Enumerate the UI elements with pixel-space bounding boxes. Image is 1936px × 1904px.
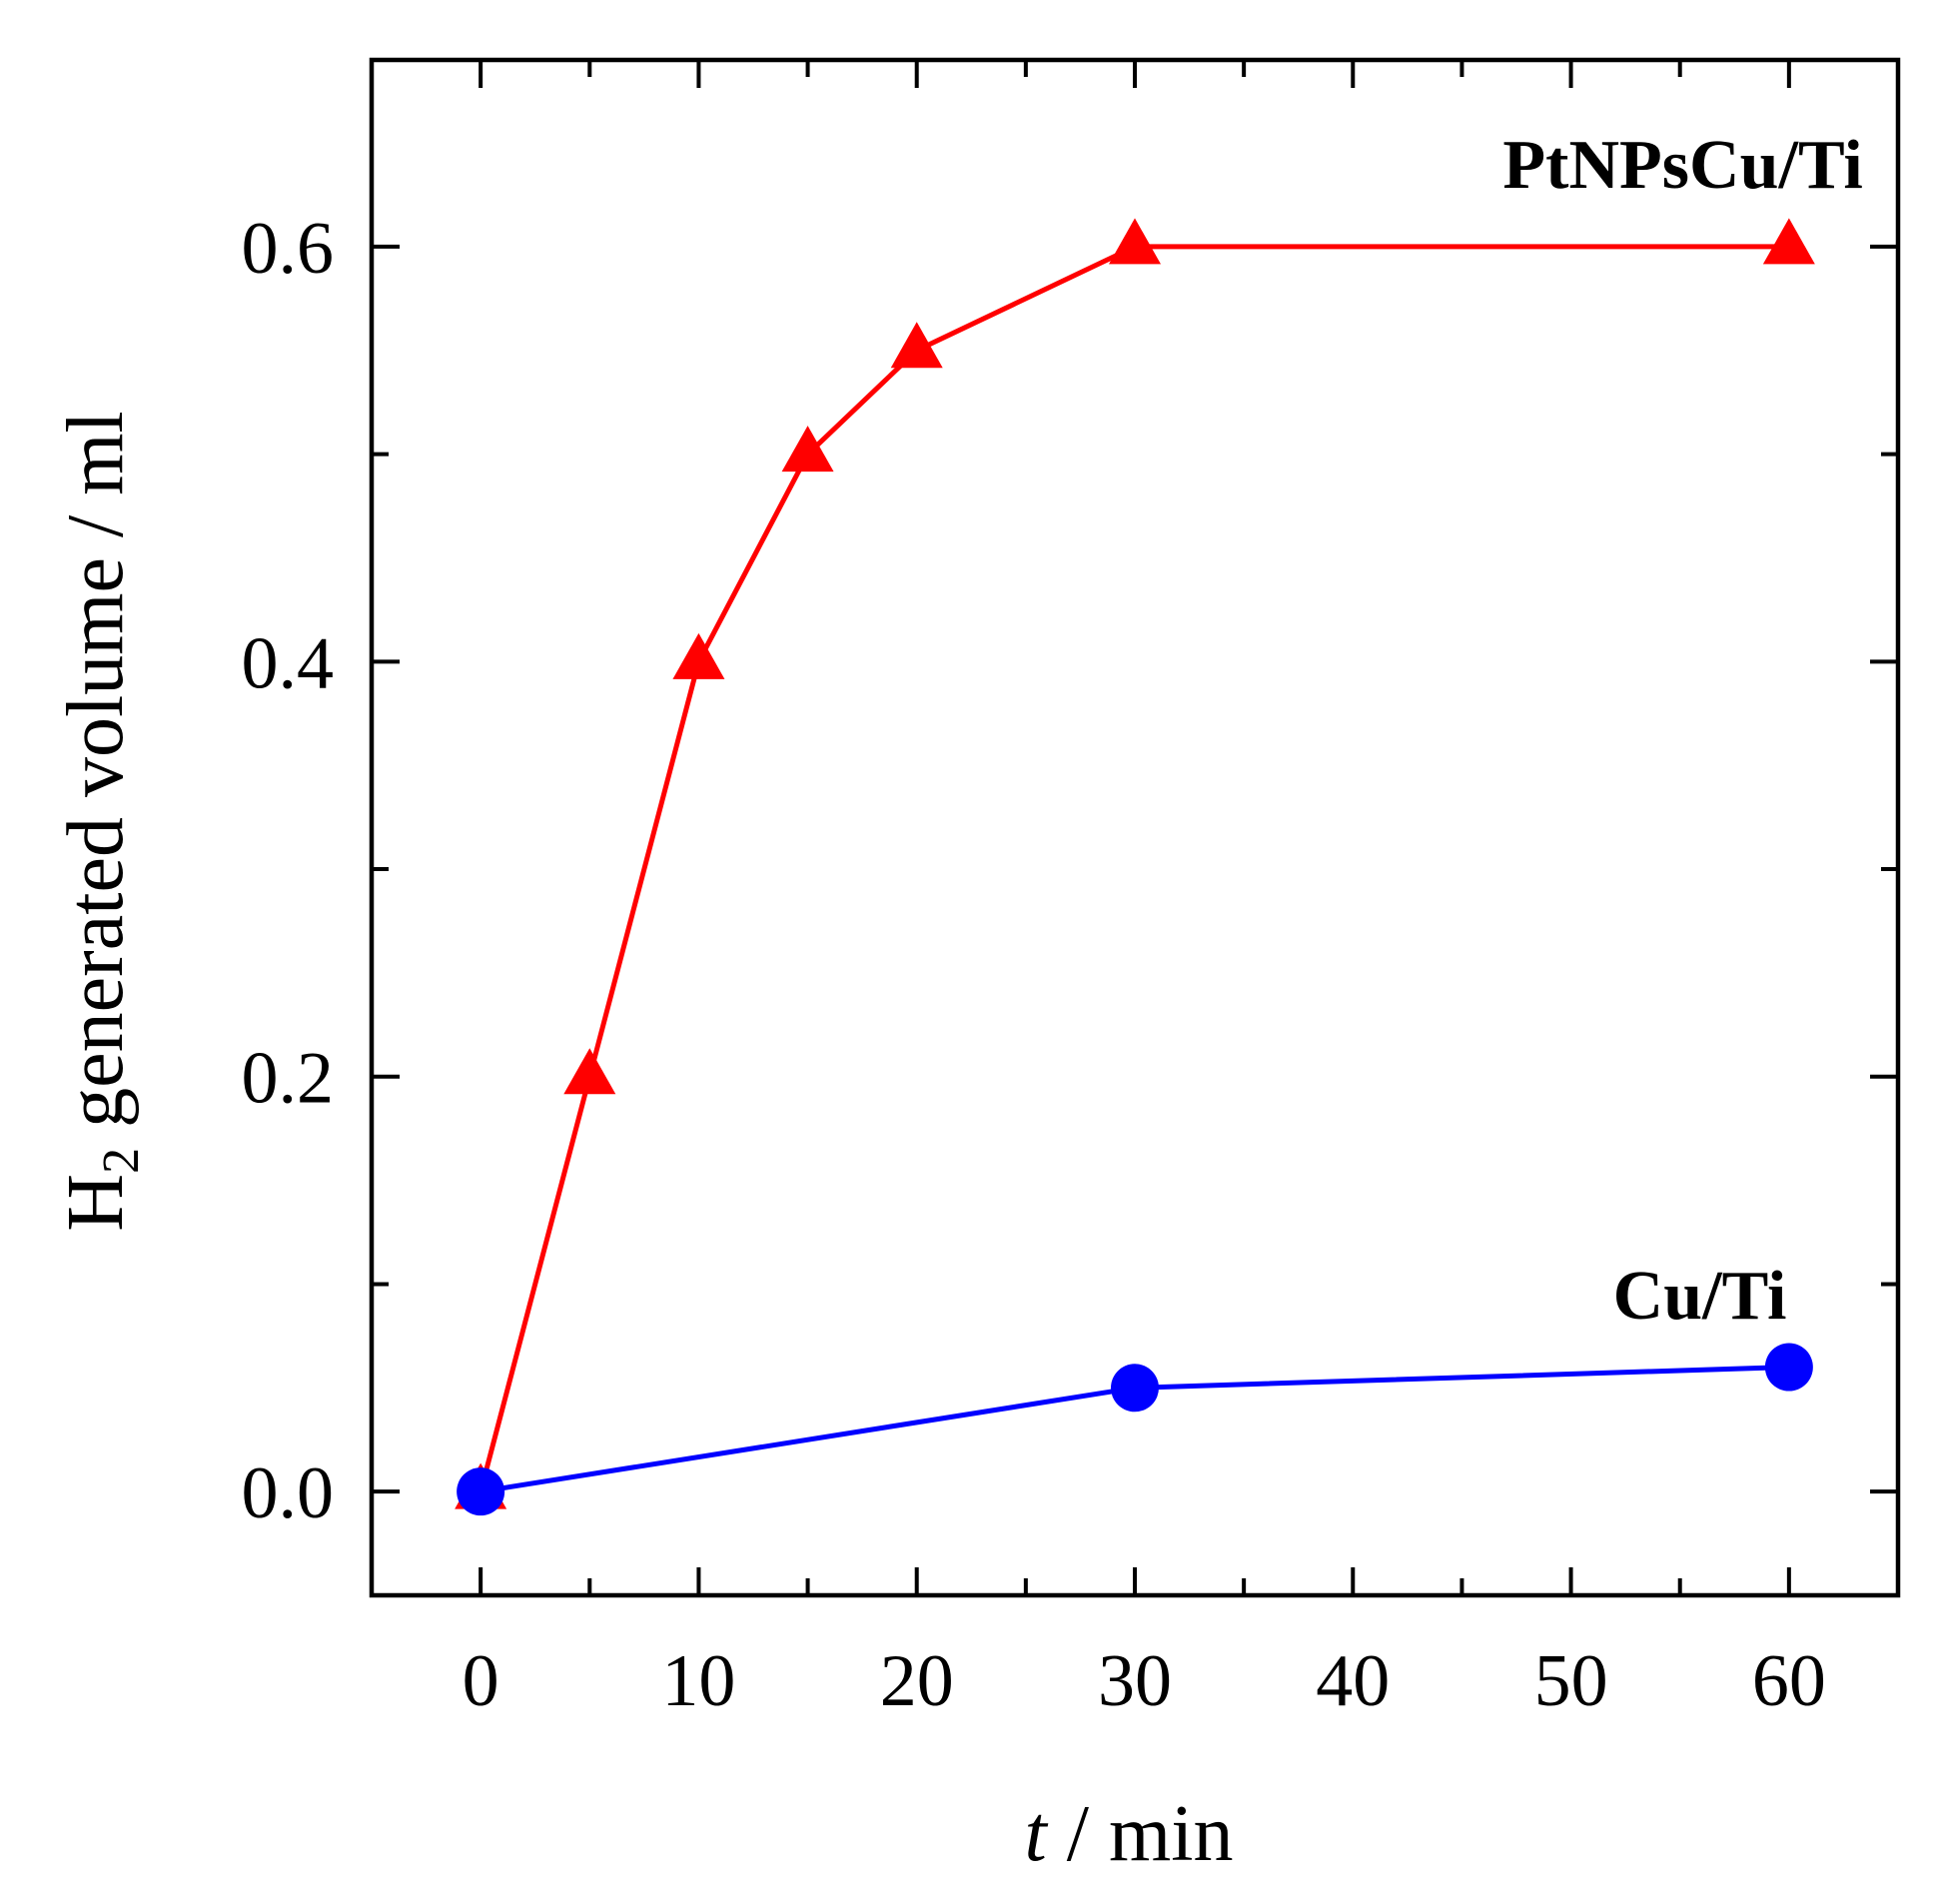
x-tick-label: 0 <box>463 1640 499 1722</box>
labels-group: 0 10 20 30 40 50 60 0.0 0.2 0.4 0.6 PtNPsCu/Ti Cu/Ti <box>242 127 1863 1722</box>
y-axis-title: H2 generated volume / ml <box>52 411 150 1231</box>
data-point-cu-ti <box>1111 1364 1159 1413</box>
y-tick-label: 0.4 <box>242 622 335 704</box>
x-tick-label: 10 <box>661 1640 735 1722</box>
x-axis-title-unit: / min <box>1047 1790 1234 1878</box>
y-tick-label: 0.0 <box>242 1452 335 1534</box>
data-point-cu-ti <box>457 1467 505 1516</box>
x-tick-label: 20 <box>880 1640 954 1722</box>
data-point-ptnpscu-ti <box>1109 218 1161 265</box>
x-axis-title: t / min <box>1025 1790 1234 1878</box>
y-axis-title-main: H <box>52 1174 140 1232</box>
y-axis-title-rest: generated volume / ml <box>52 411 140 1148</box>
series-line-ptnpscu-ti <box>478 244 1789 1492</box>
y-axis-title-subscript: 2 <box>93 1148 150 1174</box>
data-point-ptnpscu-ti <box>781 426 834 473</box>
y-tick-label: 0.2 <box>242 1038 335 1120</box>
series-label-ptnpscu-ti: PtNPsCu/Ti <box>1502 127 1862 204</box>
data-point-ptnpscu-ti <box>890 322 943 369</box>
x-tick-label: 40 <box>1316 1640 1390 1722</box>
data-point-cu-ti <box>1764 1343 1813 1392</box>
x-tick-label: 60 <box>1752 1640 1826 1722</box>
data-point-ptnpscu-ti <box>563 1048 616 1095</box>
axis-ticks <box>372 60 1898 1595</box>
series-label-cu-ti: Cu/Ti <box>1613 1258 1787 1335</box>
x-axis-title-variable: t <box>1025 1790 1049 1878</box>
x-tick-label: 30 <box>1098 1640 1172 1722</box>
series-group <box>455 218 1815 1516</box>
data-point-ptnpscu-ti <box>1762 218 1815 265</box>
x-tick-label: 50 <box>1534 1640 1608 1722</box>
y-tick-label: 0.6 <box>242 208 335 290</box>
data-point-ptnpscu-ti <box>672 632 725 679</box>
